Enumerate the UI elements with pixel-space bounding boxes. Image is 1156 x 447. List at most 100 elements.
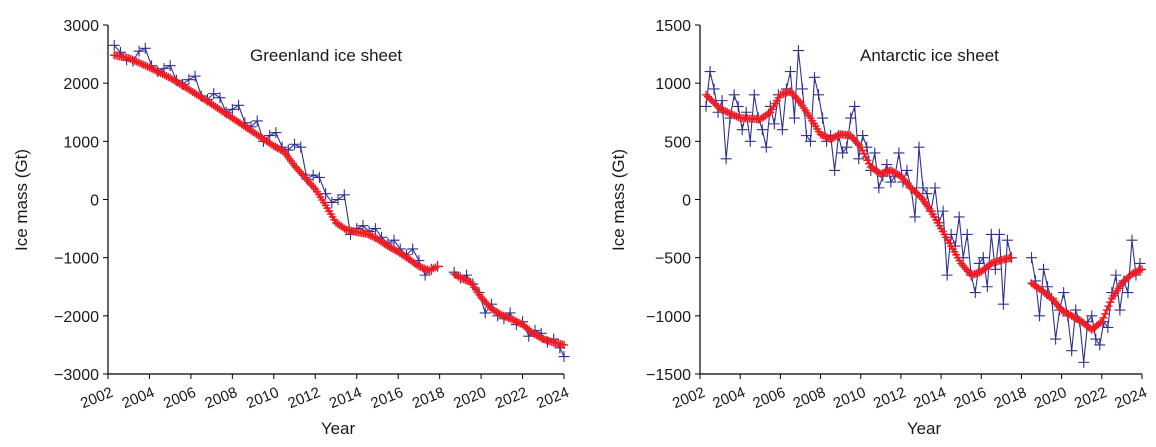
smoothed-data-point [702, 90, 711, 99]
raw-data-point [183, 74, 195, 86]
y-tick-label: 3000 [63, 18, 99, 35]
x-tick-label: 2020 [451, 384, 488, 412]
smoothed-data-point [534, 332, 543, 341]
smoothed-data-point [509, 316, 518, 325]
smoothed-data-point [124, 54, 133, 63]
y-tick-label: −1000 [54, 251, 99, 268]
smoothed-data-point [292, 163, 301, 172]
raw-data-point [708, 83, 720, 95]
raw-data-point [1086, 310, 1098, 322]
raw-data-point [164, 60, 176, 72]
raw-data-point [792, 45, 804, 57]
raw-data-point [407, 243, 419, 255]
raw-data-point [289, 138, 301, 150]
raw-data-point [1042, 281, 1054, 293]
smoothed-data-point [1104, 302, 1113, 311]
y-tick-label: −500 [655, 251, 691, 268]
smoothed-data-point [710, 99, 719, 108]
x-tick-label: 2012 [871, 384, 908, 412]
raw-data-point [704, 66, 716, 78]
raw-data-point [981, 281, 993, 293]
raw-data-point [893, 147, 905, 159]
raw-data-point [270, 127, 282, 139]
raw-data-point [133, 45, 145, 57]
raw-data-point [845, 112, 857, 124]
raw-data-point [338, 189, 350, 201]
smoothed-data-point [132, 57, 141, 66]
y-axis-label: Ice mass (Gt) [12, 149, 31, 251]
smoothed-data-point [364, 230, 373, 239]
x-tick-label: 2010 [831, 384, 868, 412]
y-tick-label: −1000 [646, 309, 691, 326]
raw-data-point [233, 99, 245, 111]
x-ticks: 2002 2004 2006 2008 2010 2012 2014 2016 2018 2020… [78, 374, 571, 412]
raw-data-point [853, 153, 865, 165]
smoothed-data-point [482, 299, 491, 308]
raw-data-point [208, 88, 220, 100]
smoothed-data-point [297, 169, 306, 178]
raw-data-point [1110, 269, 1122, 281]
smoothed-data-point [304, 177, 313, 186]
raw-data-point [809, 71, 821, 83]
raw-data-point [369, 223, 381, 235]
smoothed-data-point [1101, 309, 1110, 318]
x-tick-label: 2024 [534, 384, 571, 412]
smoothed-data-point [1097, 317, 1106, 326]
raw-data-point [139, 42, 151, 54]
raw-data-point [728, 89, 740, 101]
smoothed-data-point [721, 107, 730, 116]
y-ticks: 1500 1000 500 0 −500 −1000 −1500 [646, 18, 700, 384]
smoothed-data-point [707, 96, 716, 105]
x-tick-label: 2010 [244, 384, 281, 412]
smoothed-data-point [477, 293, 486, 302]
smoothed-data-point [727, 109, 736, 118]
smoothed-data-point [496, 310, 505, 319]
x-tick-label: 2008 [791, 384, 828, 412]
raw-data-point [813, 89, 825, 101]
x-tick-label: 2022 [493, 384, 530, 412]
smoothed-data-point [532, 331, 541, 340]
y-ticks: 3000 2000 1000 0 −1000 −2000 −3000 [54, 18, 108, 384]
raw-data-point [993, 228, 1005, 240]
smoothed-data-point [136, 59, 145, 68]
smoothed-data-point [717, 105, 726, 114]
smoothed-data-point [385, 243, 394, 252]
smoothed-data-point [295, 167, 304, 176]
raw-data-point [1058, 287, 1070, 299]
smoothed-data-point [855, 141, 864, 150]
raw-data-point [941, 269, 953, 281]
y-tick-label: 1500 [655, 18, 691, 35]
raw-data-point [969, 287, 981, 299]
smoothed-data-point [433, 262, 442, 271]
raw-data-point [973, 257, 985, 269]
smoothed-data-point [141, 61, 150, 70]
smoothed-data-point [528, 329, 537, 338]
smoothed-data-point [484, 300, 492, 309]
smoothed-data-point [383, 242, 392, 251]
x-axis-label: Year [907, 419, 942, 438]
smoothed-data-point [530, 330, 539, 339]
raw-data-point [796, 83, 808, 95]
smoothed-data-point [1007, 253, 1016, 262]
raw-data-point [953, 211, 965, 223]
y-tick-label: 1000 [655, 76, 691, 93]
y-tick-label: 1000 [63, 134, 99, 151]
x-tick-label: 2012 [285, 384, 322, 412]
smoothed-data-point [716, 104, 725, 113]
raw-data-point [388, 234, 400, 246]
raw-data-point [788, 112, 800, 124]
raw-data-point [784, 66, 796, 78]
raw-series [700, 45, 1146, 368]
raw-data-point [744, 135, 756, 147]
raw-data-point [189, 70, 201, 82]
y-tick-label: −2000 [54, 309, 99, 326]
raw-data-point [837, 147, 849, 159]
smoothed-data-point [273, 143, 282, 152]
smoothed-data-point [290, 161, 299, 170]
raw-data-point [909, 211, 921, 223]
smoothed-data-point [156, 69, 165, 78]
smoothed-data-point [276, 145, 285, 154]
raw-data-point [1078, 356, 1090, 368]
raw-data-point [901, 164, 913, 176]
